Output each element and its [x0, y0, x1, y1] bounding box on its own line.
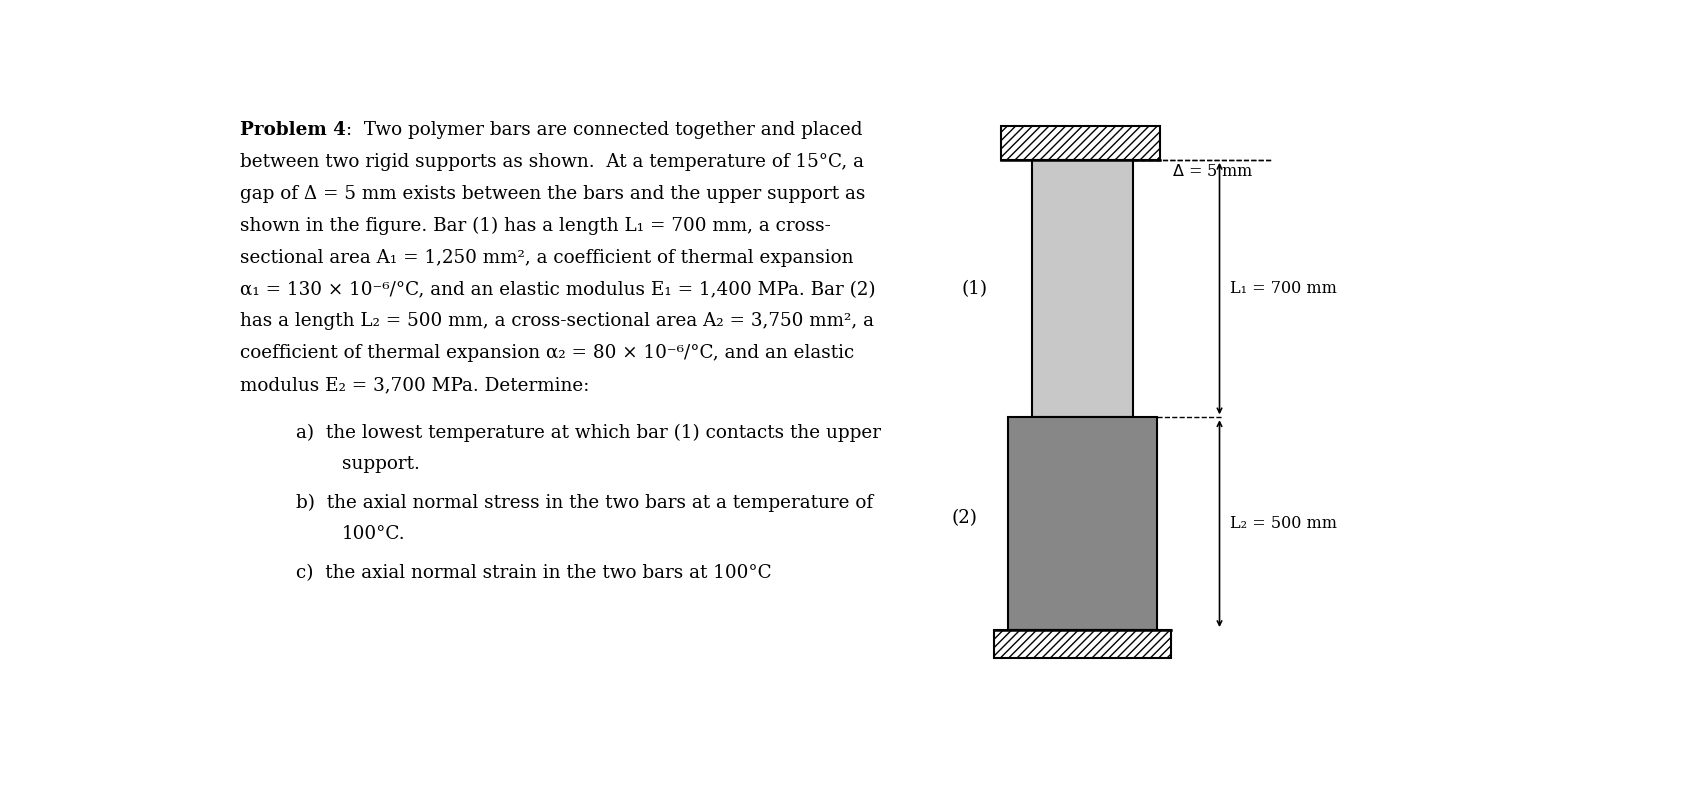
Text: gap of Δ = 5 mm exists between the bars and the upper support as: gap of Δ = 5 mm exists between the bars …	[239, 185, 865, 203]
Text: support.: support.	[341, 455, 420, 474]
Text: b)  the axial normal stress in the two bars at a temperature of: b) the axial normal stress in the two ba…	[295, 494, 872, 512]
Bar	[1031, 160, 1133, 417]
Text: α₁ = 130 × 10⁻⁶/°C, and an elastic modulus E₁ = 1,400 MPa. Bar (2): α₁ = 130 × 10⁻⁶/°C, and an elastic modul…	[239, 281, 876, 298]
Text: L₁ = 700 mm: L₁ = 700 mm	[1229, 280, 1337, 297]
Text: (1): (1)	[961, 279, 987, 298]
Text: between two rigid supports as shown.  At a temperature of 15°C, a: between two rigid supports as shown. At …	[239, 153, 864, 171]
Text: sectional area A₁ = 1,250 mm², a coefficient of thermal expansion: sectional area A₁ = 1,250 mm², a coeffic…	[239, 248, 854, 267]
Text: :  Two polymer bars are connected together and placed: : Two polymer bars are connected togethe…	[345, 121, 862, 139]
Text: coefficient of thermal expansion α₂ = 80 × 10⁻⁶/°C, and an elastic: coefficient of thermal expansion α₂ = 80…	[239, 345, 854, 362]
Text: shown in the figure. Bar (1) has a length L₁ = 700 mm, a cross-: shown in the figure. Bar (1) has a lengt…	[239, 217, 830, 235]
Text: modulus E₂ = 3,700 MPa. Determine:: modulus E₂ = 3,700 MPa. Determine:	[239, 377, 589, 394]
Text: L₂ = 500 mm: L₂ = 500 mm	[1229, 515, 1337, 533]
Bar	[1000, 126, 1159, 160]
Bar	[1007, 417, 1157, 630]
Text: a)  the lowest temperature at which bar (1) contacts the upper: a) the lowest temperature at which bar (…	[295, 423, 881, 442]
Text: (2): (2)	[951, 509, 976, 528]
Text: c)  the axial normal strain in the two bars at 100°C: c) the axial normal strain in the two ba…	[295, 564, 772, 582]
Text: $\Delta$ = 5 mm: $\Delta$ = 5 mm	[1171, 163, 1253, 180]
Bar	[993, 630, 1169, 657]
Text: 100°C.: 100°C.	[341, 525, 405, 544]
Text: Problem 4: Problem 4	[239, 121, 345, 139]
Text: has a length L₂ = 500 mm, a cross-sectional area A₂ = 3,750 mm², a: has a length L₂ = 500 mm, a cross-sectio…	[239, 313, 874, 330]
